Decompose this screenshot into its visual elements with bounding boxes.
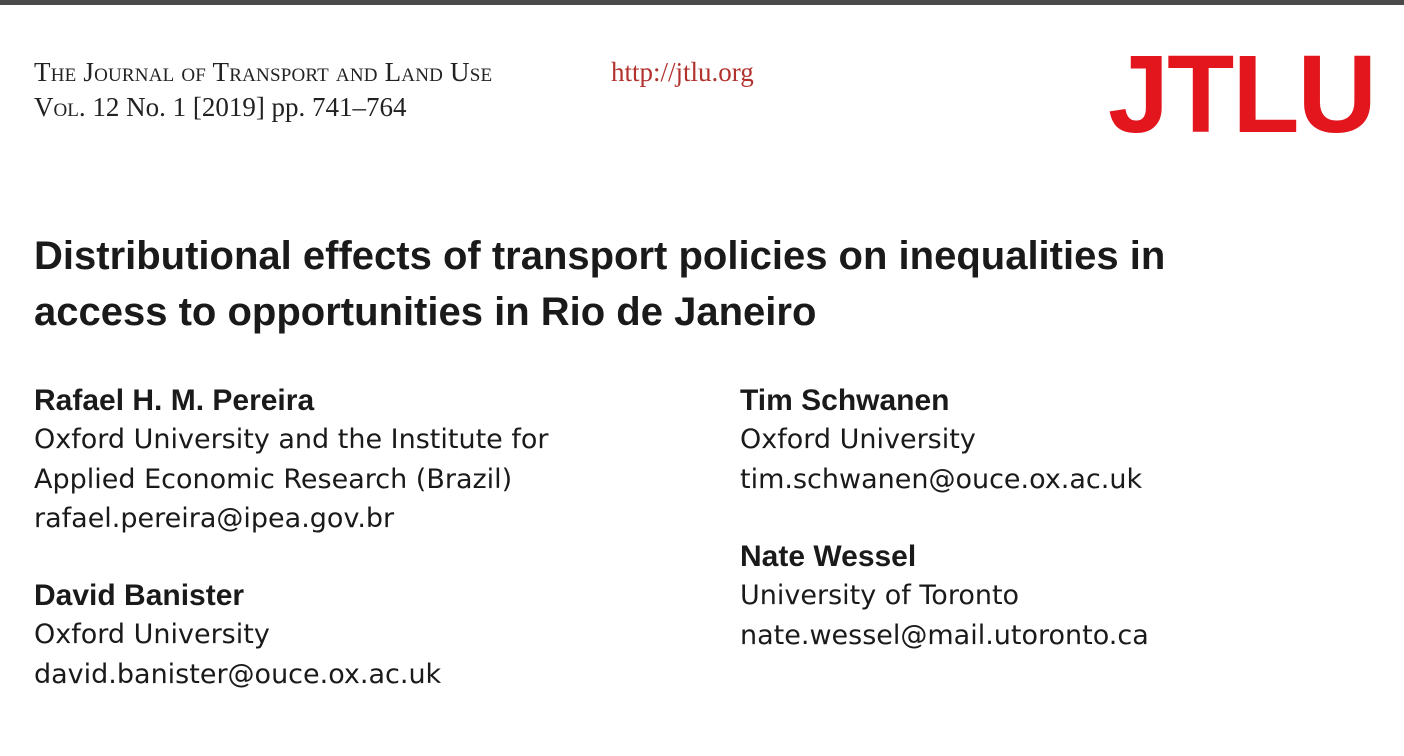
article-title: Distributional effects of transport poli… <box>34 228 1284 340</box>
author-block-schwanen: Tim Schwanen Oxford University tim.schwa… <box>740 381 1142 499</box>
journal-name: The Journal of Transport and Land Use <box>34 57 493 87</box>
author-affiliation: Oxford University <box>34 619 270 650</box>
author-name: Rafael H. M. Pereira <box>34 384 315 417</box>
author-affiliation: Oxford University and the Institute for <box>34 424 549 455</box>
author-affiliation: Oxford University <box>740 424 976 455</box>
author-email[interactable]: rafael.pereira@ipea.gov.br <box>34 503 395 534</box>
author-name: David Banister <box>34 579 245 612</box>
author-email[interactable]: david.banister@ouce.ox.ac.uk <box>34 658 442 690</box>
top-rule <box>0 0 1404 5</box>
author-block-banister: David Banister Oxford University david.b… <box>34 576 441 694</box>
jtlu-logo: JTLU <box>1108 33 1377 156</box>
volume-info: Vol. 12 No. 1 [2019] pp. 741–764 <box>34 92 407 123</box>
author-email[interactable]: nate.wessel@mail.utoronto.ca <box>740 619 1149 651</box>
author-affiliation: University of Toronto <box>740 580 1020 611</box>
title-line-1: Distributional effects of transport poli… <box>34 234 1166 278</box>
author-block-pereira: Rafael H. M. Pereira Oxford University a… <box>34 381 549 539</box>
volume-details: 12 No. 1 [2019] pp. 741–764 <box>92 92 407 122</box>
author-affiliation-cont: Applied Economic Research (Brazil) <box>34 463 513 495</box>
author-block-wessel: Nate Wessel University of Toronto nate.w… <box>740 537 1149 655</box>
title-line-2: access to opportunities in Rio de Janeir… <box>34 290 817 334</box>
author-name: Tim Schwanen <box>740 384 950 417</box>
volume-label: Vol. <box>34 92 86 122</box>
author-email[interactable]: tim.schwanen@ouce.ox.ac.uk <box>740 463 1143 495</box>
author-name: Nate Wessel <box>740 540 917 573</box>
journal-url-link[interactable]: http://jtlu.org <box>611 57 754 87</box>
